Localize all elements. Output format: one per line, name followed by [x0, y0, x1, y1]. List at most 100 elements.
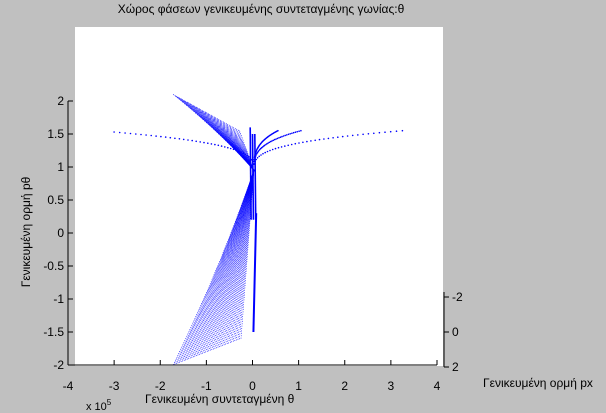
trajectory-line — [222, 170, 255, 346]
data-point — [282, 135, 285, 137]
y-tick-label: -1 — [53, 292, 64, 306]
data-point — [373, 132, 375, 135]
trajectory-line — [231, 170, 255, 343]
trajectory-line — [180, 98, 255, 171]
z-tick-label: -2 — [452, 290, 463, 304]
data-point — [260, 154, 262, 156]
chart-axes: -2 -1.5 -1 -0.5 0 0.5 1 1.5 2 -4 -3 -2 -1 0 1 2 3 4 -2 0 2 — [43, 94, 463, 393]
data-point — [294, 142, 297, 145]
chart-marks — [113, 94, 404, 366]
data-point — [291, 132, 293, 135]
data-point — [145, 134, 147, 136]
data-point — [298, 130, 300, 132]
data-point — [362, 133, 364, 136]
trajectory-line — [203, 110, 255, 171]
trajectory-line — [211, 170, 255, 351]
data-point — [268, 141, 271, 144]
trajectory-line — [194, 170, 255, 357]
data-point — [310, 140, 312, 142]
data-point — [337, 136, 339, 138]
trajectory-spine-lower — [252, 213, 258, 333]
data-point — [271, 140, 273, 142]
data-point — [284, 145, 286, 147]
data-point — [140, 133, 142, 136]
data-point — [294, 131, 297, 133]
x-axis-multiplier: x 105 — [86, 398, 111, 413]
data-point — [217, 144, 220, 147]
data-point — [277, 146, 280, 149]
trajectory-line — [239, 170, 255, 340]
x-axis-multiplier-base: x 10 — [86, 401, 107, 413]
trajectory-line — [218, 119, 255, 171]
data-point — [280, 146, 283, 148]
trajectory-line — [208, 170, 255, 352]
trajectory-line — [183, 99, 255, 171]
trajectory-line — [206, 170, 255, 352]
trajectory-line — [200, 170, 255, 355]
data-point — [300, 129, 302, 132]
data-point — [224, 146, 226, 148]
data-point — [298, 142, 300, 144]
trajectory-line — [189, 170, 255, 359]
dotted-arc-2 — [253, 129, 404, 172]
trajectory-line — [185, 100, 255, 171]
x-tick-label: -3 — [109, 379, 120, 393]
x-tick-label: -1 — [201, 379, 212, 393]
data-point — [229, 147, 232, 150]
data-point — [269, 149, 271, 152]
data-point — [395, 130, 398, 132]
data-point — [135, 133, 137, 135]
data-point — [346, 135, 349, 137]
data-point — [174, 137, 176, 140]
trajectory-line — [216, 170, 255, 349]
data-point — [248, 156, 250, 158]
trajectory-line — [173, 94, 255, 171]
data-point — [264, 151, 267, 154]
x-tick-label: 1 — [295, 379, 302, 393]
data-point — [124, 132, 126, 134]
data-point — [277, 129, 279, 132]
data-point — [279, 136, 282, 138]
z-tick-label: 2 — [452, 360, 459, 374]
data-point — [287, 144, 290, 147]
data-point — [164, 136, 167, 138]
data-point — [290, 143, 293, 146]
data-point — [227, 146, 229, 149]
data-point — [332, 137, 334, 139]
data-point — [246, 154, 248, 157]
data-point — [276, 137, 279, 140]
data-point — [240, 151, 242, 153]
plot-area — [75, 27, 443, 366]
data-point — [318, 138, 321, 141]
data-point — [235, 149, 237, 151]
data-point — [256, 157, 259, 159]
z-tick-label: 0 — [452, 325, 459, 339]
trajectory-line — [188, 102, 255, 171]
trajectory-line — [216, 118, 255, 171]
data-point — [306, 140, 308, 143]
data-point — [296, 130, 299, 133]
trajectory-line — [174, 170, 255, 365]
data-point — [273, 138, 276, 141]
trajectory-line — [186, 170, 255, 360]
data-point — [289, 133, 292, 135]
data-point — [237, 150, 240, 152]
data-point — [351, 134, 354, 137]
y-tick-label: 0 — [57, 226, 64, 240]
data-point — [323, 138, 325, 140]
data-point — [160, 135, 162, 138]
x-tick-label: 3 — [388, 379, 395, 393]
data-point — [271, 148, 274, 151]
data-point — [302, 141, 304, 144]
data-point — [155, 135, 157, 137]
data-point — [286, 134, 288, 136]
data-point — [284, 134, 287, 137]
data-point — [187, 139, 189, 141]
chart-title: Χώρος φάσεων γενικευμένης συντεταγμένης … — [117, 2, 405, 16]
data-point — [169, 136, 172, 139]
y-tick-label: 2 — [57, 94, 64, 108]
data-point — [262, 152, 264, 155]
trajectory-spine-3 — [254, 133, 257, 220]
data-point — [281, 135, 283, 138]
